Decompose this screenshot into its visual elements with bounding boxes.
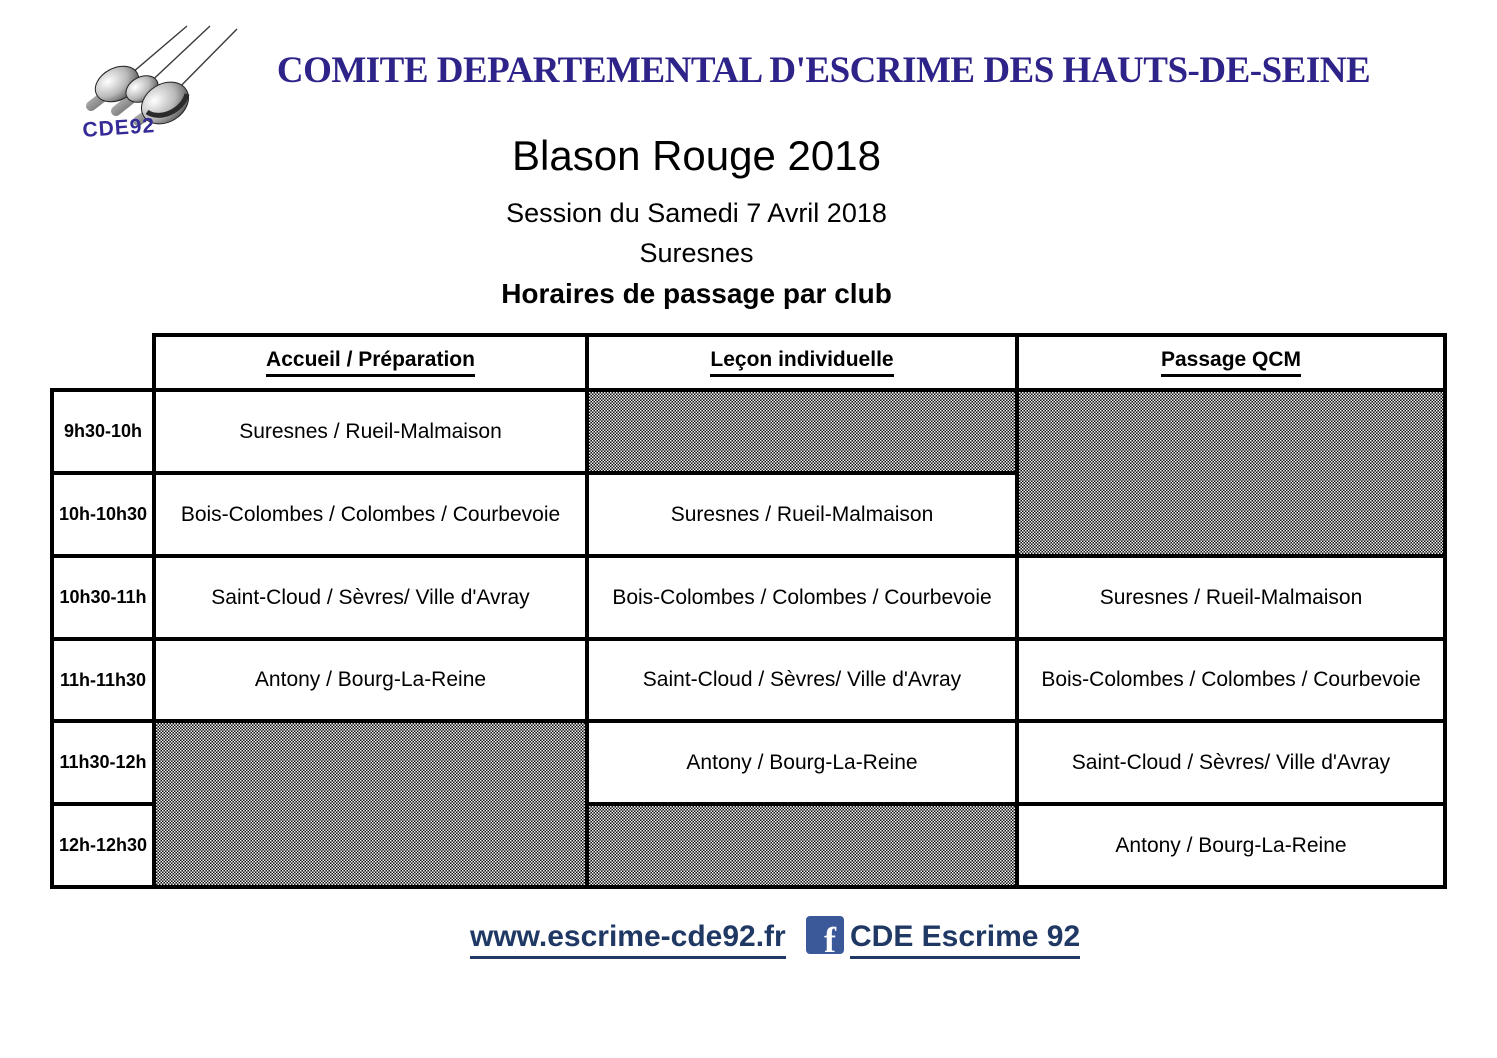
schedule-cell: Antony / Bourg-La-Reine xyxy=(1015,802,1447,889)
facebook-icon[interactable]: f xyxy=(806,916,844,954)
time-slot: 11h30-12h xyxy=(50,719,156,806)
schedule-cell: Suresnes / Rueil-Malmaison xyxy=(152,388,589,475)
empty-slot xyxy=(1015,388,1447,558)
org-title: COMITE DEPARTEMENTAL D'ESCRIME DES HAUTS… xyxy=(276,50,1371,91)
schedule-cell: Antony / Bourg-La-Reine xyxy=(585,719,1019,806)
cde92-fencing-logo: CDE92 xyxy=(82,25,238,142)
empty-slot xyxy=(152,719,589,889)
session-line: Session du Samedi 7 Avril 2018 xyxy=(506,198,887,228)
column-header-lecon-label: Leçon individuelle xyxy=(710,348,894,377)
schedule-cell: Suresnes / Rueil-Malmaison xyxy=(585,471,1019,558)
table-caption: Horaires de passage par club xyxy=(501,278,892,309)
empty-slot xyxy=(585,802,1019,889)
column-header-accueil: Accueil / Préparation xyxy=(152,333,589,392)
schedule-cell: Bois-Colombes / Colombes / Courbevoie xyxy=(585,554,1019,641)
schedule-cell: Antony / Bourg-La-Reine xyxy=(152,637,589,723)
foil-guards xyxy=(94,65,190,125)
column-header-lecon: Leçon individuelle xyxy=(585,333,1019,392)
location-line: Suresnes xyxy=(639,238,754,268)
schedule-cell: Saint-Cloud / Sèvres/ Ville d'Avray xyxy=(585,637,1019,723)
time-slot: 10h30-11h xyxy=(50,554,156,641)
column-header-qcm: Passage QCM xyxy=(1015,333,1447,392)
facebook-icon-letter: f xyxy=(824,920,837,954)
column-header-accueil-label: Accueil / Préparation xyxy=(266,348,475,377)
schedule-cell: Suresnes / Rueil-Malmaison xyxy=(1015,554,1447,641)
facebook-page-link[interactable]: CDE Escrime 92 xyxy=(850,920,1081,959)
schedule-cell: Bois-Colombes / Colombes / Courbevoie xyxy=(1015,637,1447,723)
empty-slot xyxy=(585,388,1019,475)
website-link[interactable]: www.escrime-cde92.fr xyxy=(470,920,786,959)
time-slot: 12h-12h30 xyxy=(50,802,156,889)
logo-text: CDE92 xyxy=(82,114,156,142)
time-slot: 9h30-10h xyxy=(50,388,156,475)
schedule-cell: Saint-Cloud / Sèvres/ Ville d'Avray xyxy=(1015,719,1447,806)
schedule-cell: Saint-Cloud / Sèvres/ Ville d'Avray xyxy=(152,554,589,641)
time-slot: 11h-11h30 xyxy=(50,637,156,723)
column-header-qcm-label: Passage QCM xyxy=(1160,348,1302,377)
schedule-cell: Bois-Colombes / Colombes / Courbevoie xyxy=(152,471,589,558)
time-slot: 10h-10h30 xyxy=(50,471,156,558)
doc-title: Blason Rouge 2018 xyxy=(512,132,881,179)
